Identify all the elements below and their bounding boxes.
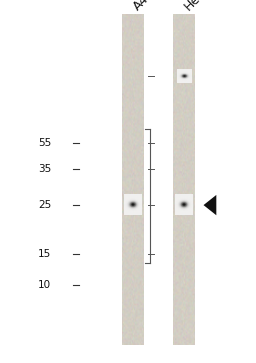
Polygon shape	[204, 195, 216, 215]
Text: 25: 25	[38, 200, 51, 210]
Text: 10: 10	[38, 280, 51, 290]
Text: Hela: Hela	[182, 0, 211, 13]
Text: A431: A431	[131, 0, 163, 13]
Text: 55: 55	[38, 138, 51, 148]
Text: 35: 35	[38, 164, 51, 174]
Text: 15: 15	[38, 249, 51, 259]
